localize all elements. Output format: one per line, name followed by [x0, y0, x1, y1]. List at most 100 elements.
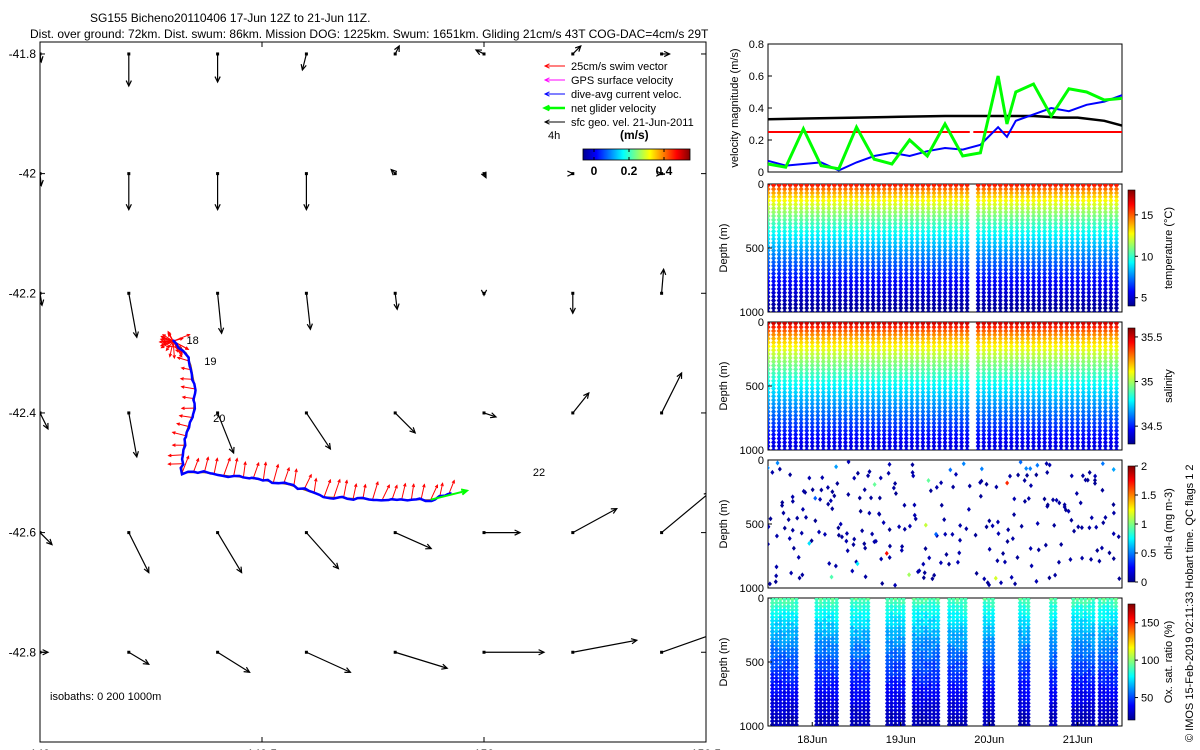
temperature-point: [798, 309, 804, 312]
salinity-point: [831, 412, 837, 419]
salinity-point: [920, 416, 926, 423]
salinity-point: [1097, 343, 1103, 350]
salinity-point: [1014, 443, 1020, 450]
temperature-point: [865, 247, 871, 254]
salinity-point: [876, 324, 882, 331]
salinity-point: [876, 439, 882, 446]
salinity-point: [1025, 416, 1031, 423]
temperature-point: [1097, 189, 1103, 196]
salinity-point: [898, 400, 904, 407]
geo-vector-head: [40, 299, 45, 307]
temperature-point: [1080, 262, 1086, 269]
swim-vector-head: [403, 482, 407, 487]
temperature-point: [782, 189, 788, 196]
salinity-point: [815, 443, 821, 450]
temperature-point: [782, 301, 788, 308]
temperature-point: [881, 201, 887, 208]
chl-a-point: [858, 508, 863, 514]
temperature-point: [914, 309, 920, 312]
geo-vector-head: [393, 303, 400, 311]
salinity-point: [848, 420, 854, 427]
temperature-point: [887, 289, 893, 296]
chl-a-point: [1043, 542, 1048, 548]
salinity-point: [1108, 423, 1114, 430]
salinity-point: [986, 324, 992, 331]
chl-a-point: [857, 495, 862, 501]
chl-a-point: [1069, 473, 1074, 479]
salinity-point: [931, 331, 937, 338]
temperature-point: [1113, 293, 1119, 300]
salinity-point: [892, 324, 898, 331]
salinity-point: [1008, 358, 1014, 365]
oxygen-axes-frame: [767, 597, 1123, 727]
temperature-point: [992, 266, 998, 273]
chl-a-point: [768, 581, 772, 587]
chl-a-point: [768, 465, 770, 471]
salinity-point: [776, 420, 782, 427]
chl-a-point: [1009, 574, 1014, 580]
temperature-point: [842, 224, 848, 231]
salinity-point: [881, 362, 887, 369]
temperature-point: [898, 255, 904, 262]
salinity-point: [1064, 331, 1070, 338]
temperature-point: [1008, 282, 1014, 289]
chl-a-point: [990, 523, 995, 529]
temperature-point: [848, 216, 854, 223]
temperature-point: [831, 255, 837, 262]
salinity-point: [1025, 389, 1031, 396]
salinity-point: [964, 447, 970, 450]
temperature-point: [768, 189, 771, 196]
salinity-point: [881, 354, 887, 361]
salinity-point: [771, 439, 777, 446]
salinity-point: [815, 408, 821, 415]
temperature-point: [1042, 228, 1048, 235]
salinity-point: [798, 443, 804, 450]
swim-vector-head: [411, 483, 416, 488]
temperature-point: [975, 301, 981, 308]
salinity-point: [975, 385, 981, 392]
temperature-point: [959, 236, 965, 243]
salinity-point: [898, 381, 904, 388]
salinity-point: [782, 374, 788, 381]
geo-vector-origin: [571, 411, 575, 415]
salinity-point: [854, 443, 859, 450]
salinity-point: [870, 423, 876, 430]
salinity-point: [842, 343, 848, 350]
temperature-point: [898, 216, 904, 223]
temperature-point: [981, 251, 987, 258]
salinity-point: [848, 404, 854, 411]
temperature-point: [909, 228, 915, 235]
temperature-point: [809, 309, 815, 312]
salinity-point: [903, 362, 909, 369]
salinity-point: [1047, 431, 1053, 438]
salinity-point: [1075, 439, 1081, 446]
temperature-point: [948, 213, 954, 219]
swim-vector-head: [172, 354, 176, 360]
salinity-point: [1036, 335, 1042, 342]
temperature-point: [881, 297, 887, 304]
temperature-point: [1091, 293, 1097, 300]
temperature-point: [881, 213, 887, 219]
temperature-point: [931, 232, 937, 239]
salinity-point: [964, 431, 970, 438]
salinity-point: [831, 370, 837, 377]
temperature-point: [854, 251, 859, 258]
temperature-point: [975, 224, 981, 231]
temperature-point: [870, 305, 876, 312]
salinity-point: [804, 397, 810, 404]
salinity-point: [1080, 427, 1086, 434]
salinity-point: [771, 366, 777, 373]
salinity-point: [1097, 443, 1103, 450]
temperature-point: [798, 213, 804, 219]
chl-a-point: [987, 546, 992, 552]
temperature-point: [920, 186, 926, 193]
salinity-point: [1047, 327, 1053, 334]
temperature-point: [1102, 201, 1108, 208]
salinity-point: [815, 431, 821, 438]
salinity-point: [809, 374, 815, 381]
salinity-point: [1064, 404, 1070, 411]
salinity-point: [881, 416, 887, 423]
temperature-point: [826, 285, 832, 292]
temperature-point: [1025, 278, 1031, 285]
salinity-point: [881, 385, 887, 392]
